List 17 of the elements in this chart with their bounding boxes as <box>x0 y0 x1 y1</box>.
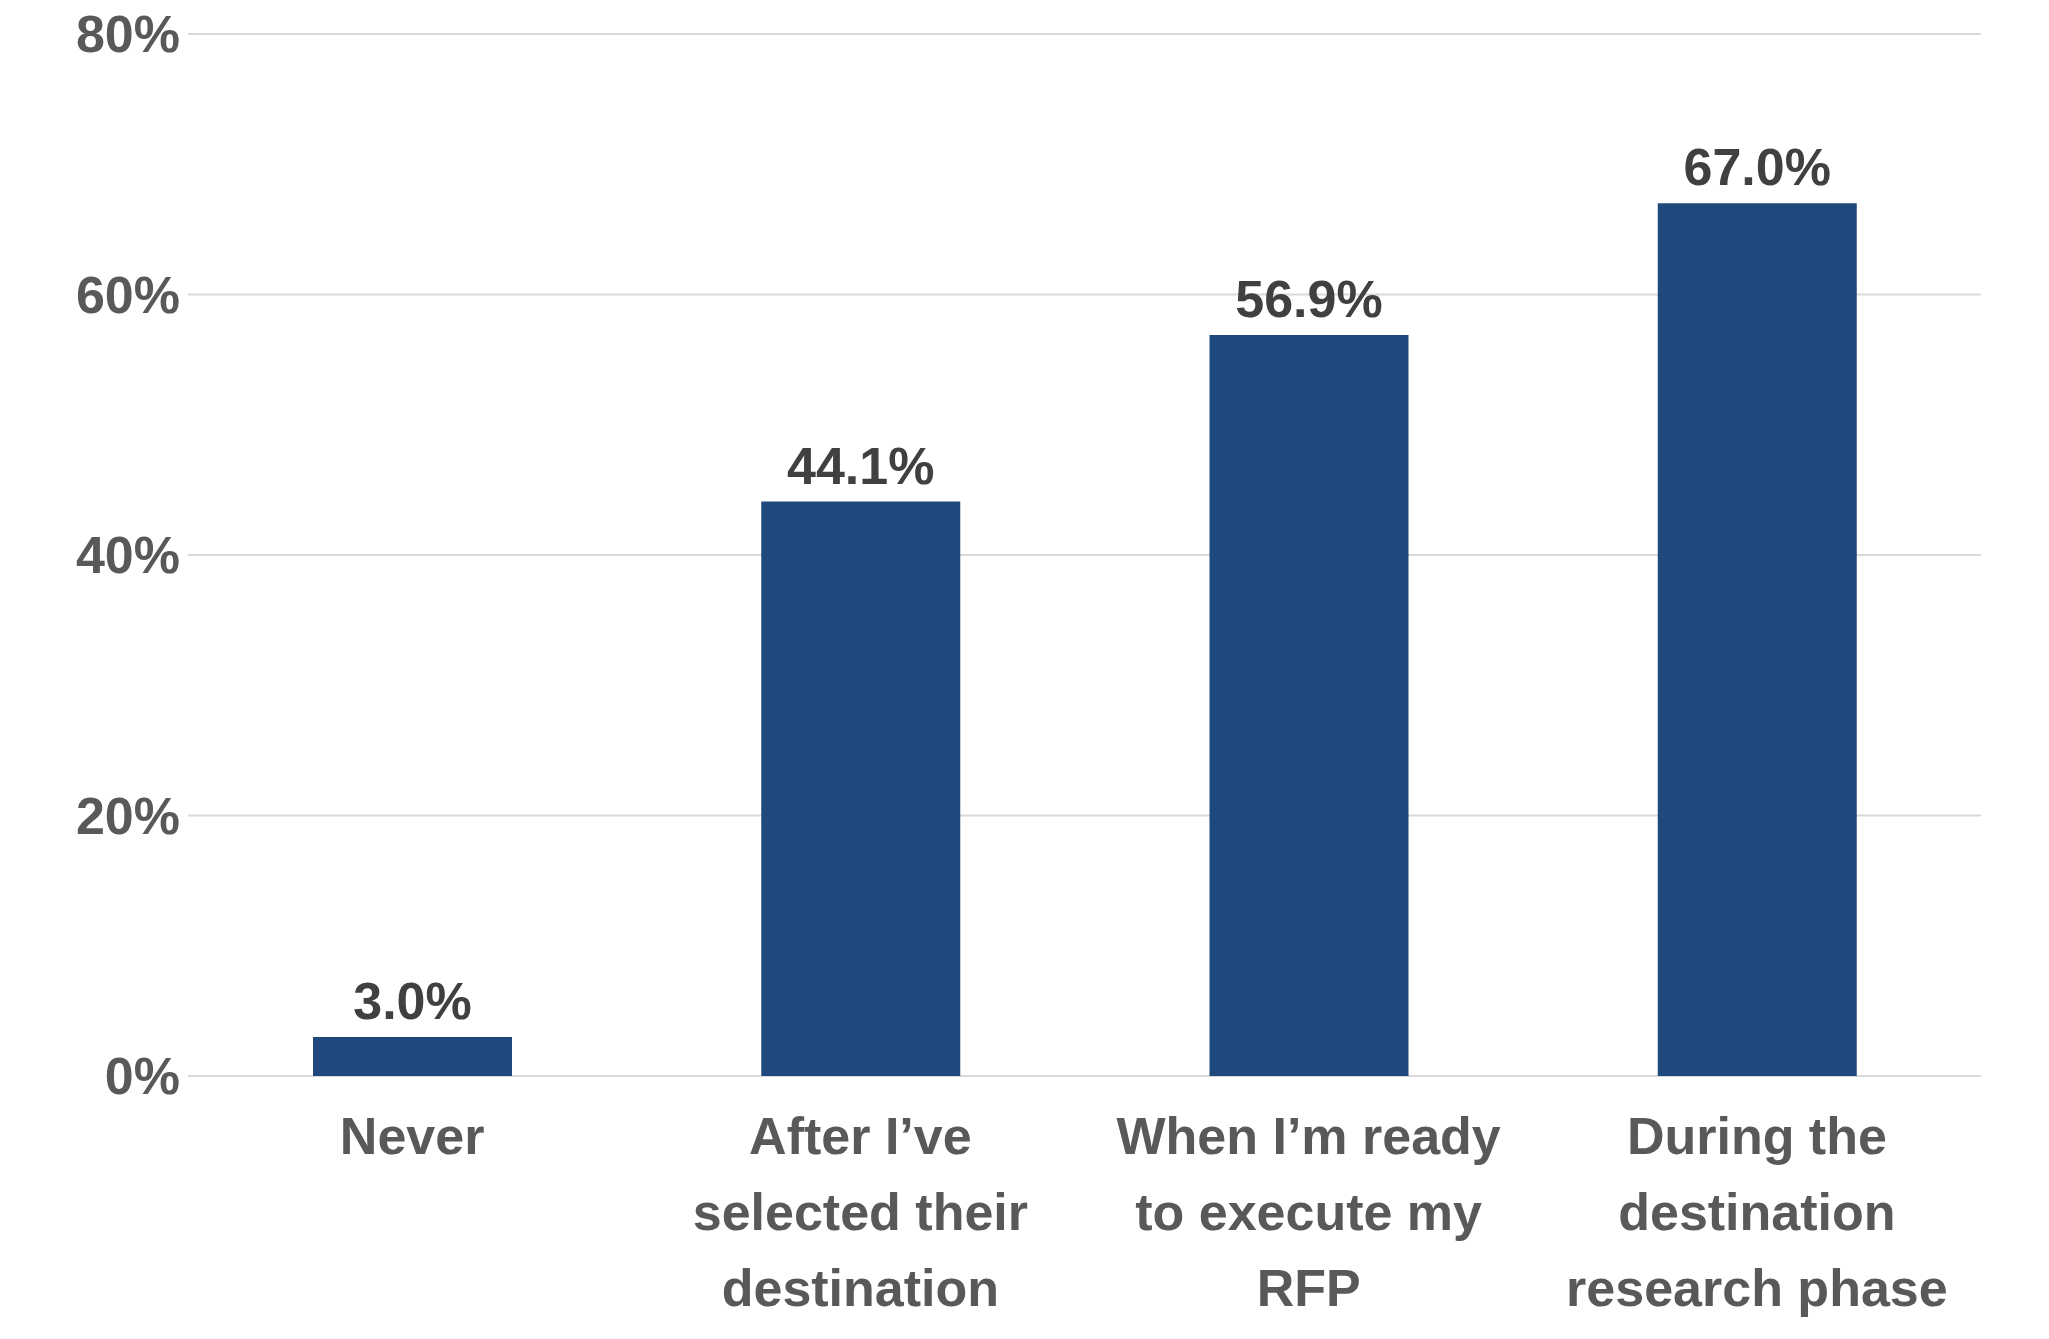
data-label: 67.0% <box>1683 138 1831 197</box>
data-label: 44.1% <box>787 436 935 495</box>
y-tick-label: 80% <box>75 5 180 64</box>
bar <box>1209 334 1409 1076</box>
x-tick-label: During the destination research phase <box>1566 1107 1948 1317</box>
data-label: 3.0% <box>353 971 472 1030</box>
bar <box>761 501 961 1076</box>
bar <box>313 1036 512 1076</box>
y-tick-label: 0% <box>104 1047 180 1106</box>
y-tick-label: 40% <box>75 526 180 585</box>
y-tick-label: 60% <box>75 265 180 324</box>
x-tick-label: After I’ve selected their destination <box>692 1107 1029 1317</box>
data-label: 56.9% <box>1235 269 1383 328</box>
bar <box>1657 203 1857 1076</box>
x-tick-label: Never <box>339 1107 485 1165</box>
y-tick-label: 20% <box>75 786 180 845</box>
x-tick-label: When I’m ready to execute my RFP <box>1116 1107 1501 1317</box>
